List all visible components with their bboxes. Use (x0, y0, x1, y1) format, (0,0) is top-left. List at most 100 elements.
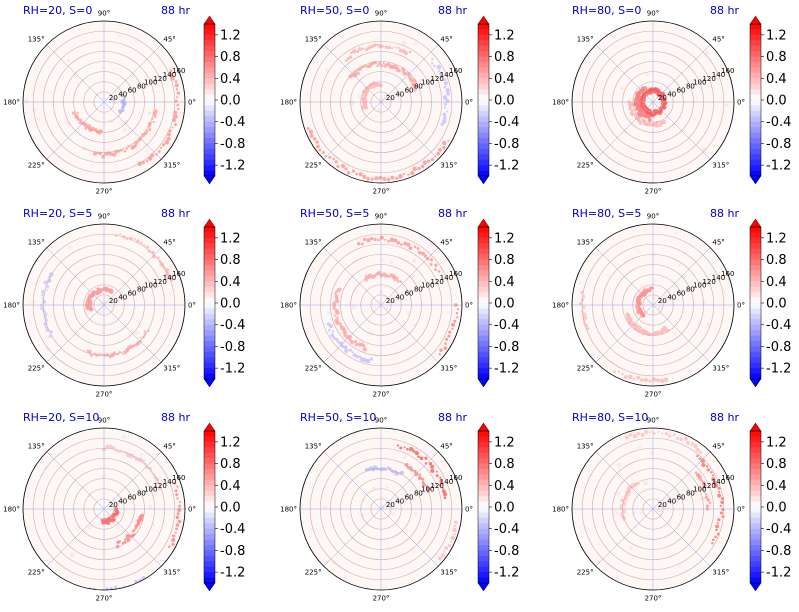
field-feature (640, 433, 645, 437)
angle-tick-label: 0° (465, 99, 473, 107)
colorbar-segment (478, 313, 489, 320)
field-feature (451, 322, 455, 327)
field-texture (334, 498, 337, 502)
colorbar-segment (204, 281, 215, 288)
colorbar-segment (478, 121, 489, 128)
colorbar-extend-min (477, 378, 490, 388)
field-feature (109, 152, 114, 156)
field-feature (147, 249, 151, 253)
field-feature (423, 254, 428, 258)
radius-tick-label: 80 (686, 490, 695, 498)
field-texture (29, 300, 35, 306)
field-feature (172, 534, 176, 538)
radius-tick-label: 80 (686, 83, 695, 91)
radius-tick-label: 20 (658, 94, 667, 102)
field-feature (177, 519, 182, 524)
angular-gridline (323, 304, 382, 363)
angular-gridline (103, 304, 162, 363)
field-feature (365, 90, 369, 94)
field-texture (372, 314, 378, 320)
colorbar-segment (204, 545, 215, 551)
radius-tick-label: 160 (721, 270, 734, 278)
field-feature (384, 238, 387, 241)
field-feature (108, 444, 113, 449)
field-texture (164, 119, 169, 124)
field-feature (636, 310, 640, 315)
colorbar-segment (204, 341, 215, 347)
field-feature (362, 237, 367, 241)
colorbar-segment (750, 319, 761, 326)
field-texture (657, 305, 661, 309)
colorbar-segment (750, 275, 761, 282)
field-texture (65, 120, 71, 126)
field-texture (576, 116, 582, 122)
radius-tick-label: 140 (440, 274, 453, 282)
angle-tick-label: 225° (305, 364, 322, 372)
field-texture (670, 23, 676, 29)
field-feature (421, 483, 426, 487)
field-texture (705, 50, 710, 56)
field-texture (397, 138, 401, 141)
colorbar-segment (750, 286, 761, 293)
field-feature (152, 120, 155, 124)
field-feature (335, 310, 340, 315)
radius-tick-label: 60 (128, 289, 137, 297)
colorbar-segment (204, 512, 215, 519)
colorbar-segment (750, 373, 761, 380)
field-feature (454, 520, 458, 524)
radius-tick-label: 60 (128, 86, 137, 94)
panel-title-left: RH=20, S=0 (23, 4, 92, 17)
angular-gridline (595, 451, 654, 510)
field-feature (164, 267, 170, 273)
field-texture (665, 306, 669, 309)
field-texture (380, 257, 386, 263)
plot-frame (299, 427, 463, 591)
colorbar-segment (478, 346, 489, 353)
colorbar-segment (478, 550, 489, 557)
field-feature (445, 88, 450, 93)
field-feature (438, 148, 442, 152)
colorbar-segment (204, 45, 215, 52)
field-texture (107, 500, 112, 505)
field-feature (448, 330, 452, 334)
field-feature (362, 65, 366, 69)
radius-tick-label: 140 (163, 478, 176, 486)
field-texture (97, 308, 103, 314)
radius-tick-label: 80 (137, 490, 146, 498)
colorbar-tick-label: 1.2 (220, 231, 241, 246)
field-feature (654, 123, 659, 128)
colorbar-segment (478, 138, 489, 144)
radius-tick-label: 80 (414, 83, 423, 91)
field-texture (722, 291, 727, 295)
field-feature (395, 176, 399, 180)
colorbar-segment (478, 148, 489, 155)
colorbar-segment (478, 555, 489, 562)
field-texture (114, 359, 118, 362)
colorbar-tick-label: -1.2 (494, 362, 519, 377)
colorbar-segment (750, 110, 761, 117)
field-feature (382, 62, 385, 65)
colorbar-segment (750, 479, 761, 486)
angle-tick-label: 45° (163, 443, 175, 451)
colorbar-segment (750, 154, 761, 161)
field-texture (100, 330, 105, 335)
field-feature (721, 515, 725, 519)
field-feature (696, 472, 701, 478)
radius-tick-label: 40 (118, 497, 127, 505)
field-texture (45, 523, 51, 529)
colorbar-segment (478, 561, 489, 568)
radius-tick-label: 140 (163, 71, 176, 79)
field-texture (673, 133, 677, 136)
colorbar-extend-max (749, 15, 762, 25)
field-feature (176, 103, 180, 107)
field-feature (342, 330, 348, 335)
field-feature (49, 330, 54, 334)
panel-title-left: RH=50, S=5 (300, 207, 369, 220)
field-feature (335, 320, 340, 325)
field-feature (440, 122, 444, 126)
field-feature (442, 119, 447, 124)
colorbar-segment (478, 292, 489, 298)
angle-tick-label: 270° (645, 188, 662, 196)
colorbar-segment (204, 127, 215, 133)
radius-tick-label: 140 (163, 274, 176, 282)
